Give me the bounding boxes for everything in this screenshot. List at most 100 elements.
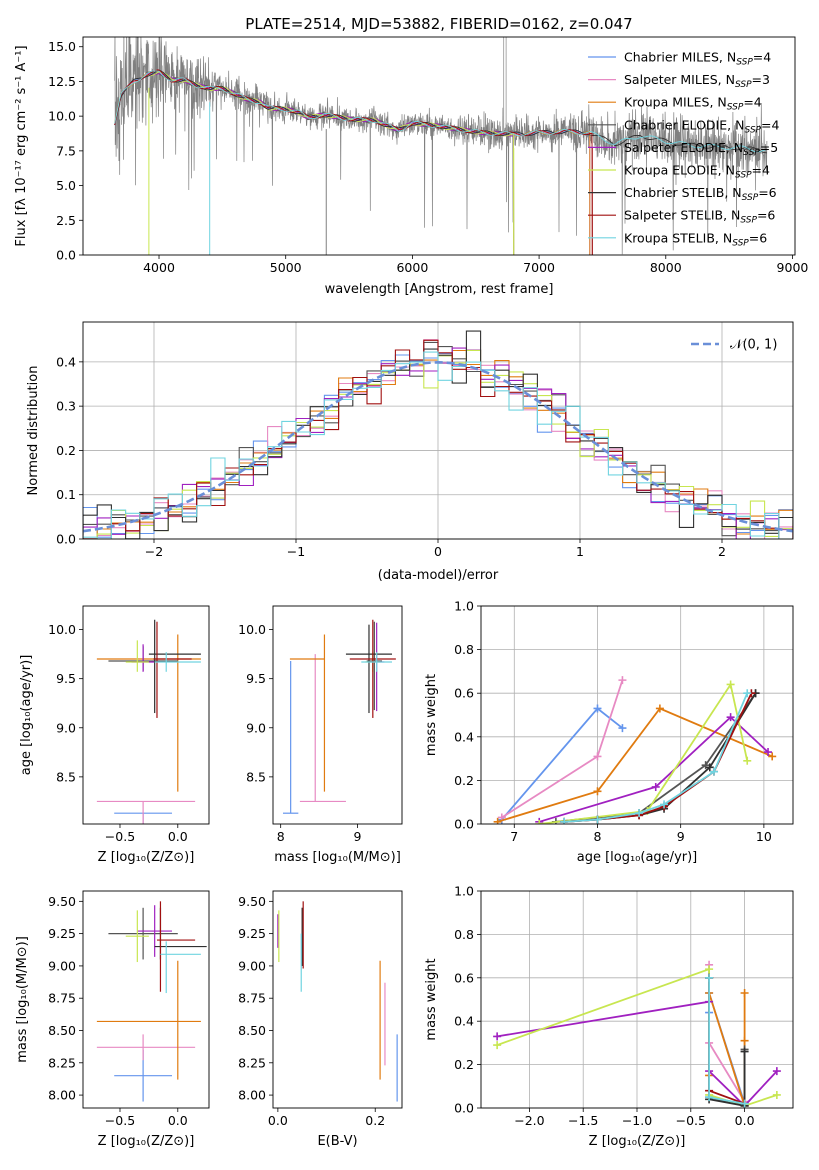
marker-plus bbox=[593, 704, 602, 713]
marker-plus bbox=[768, 752, 777, 761]
errorbar-kroupa-stelib bbox=[154, 652, 201, 672]
tick-label-y: 0.1 bbox=[56, 487, 76, 502]
tick-label-x: 9 bbox=[677, 829, 685, 844]
tick-label-y: 9.50 bbox=[238, 894, 266, 909]
plot-frame bbox=[82, 321, 794, 540]
marker-plus bbox=[743, 756, 752, 765]
marker-plus bbox=[726, 713, 735, 722]
tick-label-y: 9.00 bbox=[48, 958, 76, 973]
series-kroupa-miles bbox=[497, 707, 773, 823]
tick-label-y: 0.4 bbox=[454, 1014, 474, 1029]
x-axis-label: age [log₁₀(age/yr)] bbox=[577, 850, 698, 865]
tick-label-y: 7.5 bbox=[56, 143, 76, 158]
tick-label-x: 7 bbox=[510, 829, 518, 844]
tick-label-y: 0.2 bbox=[454, 1057, 474, 1072]
legend-entry: Salpeter MILES, NSSP=3 bbox=[624, 72, 770, 90]
marker-plus bbox=[560, 817, 569, 824]
plot-content bbox=[96, 901, 207, 1102]
marker-plus bbox=[705, 973, 714, 982]
plot-age-vs-mass: 8 9 8.5 9.0 9.5 10.0 mass [log₁₀(M/M⊙)] bbox=[238, 605, 403, 865]
marker-plus bbox=[493, 1041, 502, 1050]
x-axis-label: Z [log₁₀(Z/Z⊙)] bbox=[589, 1134, 686, 1149]
tick-label-y: 8.00 bbox=[48, 1088, 76, 1103]
tick-label-x: 0.0 bbox=[168, 1113, 188, 1128]
plot-content bbox=[493, 960, 781, 1108]
series-salpeter-elodie bbox=[538, 715, 769, 823]
legend-entry: Chabrier ELODIE, NSSP=4 bbox=[624, 117, 779, 135]
plot-frame bbox=[82, 36, 796, 256]
legend-entry: Salpeter STELIB, NSSP=6 bbox=[624, 208, 775, 226]
tick-label-x: 9 bbox=[353, 829, 361, 844]
errorbar-chabrier-stelib bbox=[345, 624, 393, 714]
tick-label-y: 5.0 bbox=[56, 178, 76, 193]
tick-label-y: 10.0 bbox=[238, 622, 266, 637]
y-axis-label: Flux [fλ 10⁻¹⁷ erg cm⁻² s⁻¹ A⁻¹] bbox=[14, 45, 29, 246]
tick-label-x: 8 bbox=[594, 829, 602, 844]
marker-plus bbox=[743, 689, 752, 698]
legend-entry: Kroupa STELIB, NSSP=6 bbox=[624, 230, 767, 248]
errorbar-salpeter-stelib bbox=[349, 619, 396, 718]
tick-label-x: −0.5 bbox=[676, 1113, 706, 1128]
tick-label-y: 9.50 bbox=[48, 894, 76, 909]
plot-mass-vs-ebv: 0.0 0.2 8.00 8.25 8.50 8.75 9.00 9.25 9.50 E(B-V) bbox=[238, 890, 403, 1149]
marker-plus bbox=[701, 761, 710, 770]
plot-frame bbox=[82, 890, 210, 1109]
tick-label-x: 0.2 bbox=[365, 1113, 385, 1128]
y-axis-label: age [log₁₀(age/yr)] bbox=[19, 655, 34, 776]
tick-label-y: 8.75 bbox=[48, 991, 76, 1006]
tick-label-y: 0.2 bbox=[454, 773, 474, 788]
y-axis-label: mass weight bbox=[424, 958, 439, 1040]
plot-background bbox=[481, 606, 793, 824]
tick-label-x: 0 bbox=[434, 544, 442, 559]
tick-label-y: 9.25 bbox=[48, 926, 76, 941]
tick-label-y: 0.3 bbox=[56, 399, 76, 414]
tick-label-x: 5000 bbox=[270, 260, 302, 275]
tick-label-x: −0.5 bbox=[105, 1113, 135, 1128]
tick-label-x: 8000 bbox=[650, 260, 682, 275]
errorbar-kroupa-miles bbox=[96, 960, 201, 1080]
tick-label-x: 0.0 bbox=[735, 1113, 755, 1128]
tick-label-y: 9.5 bbox=[246, 671, 266, 686]
errorbar-kroupa-stelib bbox=[361, 652, 393, 672]
tick-label-y: 0.0 bbox=[56, 532, 76, 547]
plot-frame bbox=[480, 890, 794, 1109]
legend: 𝒩(0, 1) bbox=[691, 338, 777, 353]
y-axis-label: mass weight bbox=[424, 674, 439, 756]
tick-label-y: 8.25 bbox=[48, 1055, 76, 1070]
marker-plus bbox=[660, 800, 669, 809]
tick-label-y: 9.0 bbox=[246, 720, 266, 735]
tick-label-y: 0.0 bbox=[454, 817, 474, 832]
plot-residuals: −2 −1 0 1 2 0.0 0.1 0.2 0.3 0.4 (data-model)/error… bbox=[26, 321, 794, 583]
tick-label-y: 9.5 bbox=[56, 671, 76, 686]
tick-label-x: −1 bbox=[287, 544, 305, 559]
model-line-kroupa-stelib bbox=[114, 70, 768, 153]
legend-entry: Chabrier STELIB, NSSP=6 bbox=[624, 185, 777, 203]
errorbar-salpeter-miles bbox=[96, 1034, 196, 1061]
plot-content bbox=[493, 676, 777, 824]
tick-label-x: −2 bbox=[145, 544, 163, 559]
tick-label-y: 8.5 bbox=[246, 769, 266, 784]
marker-plus bbox=[593, 752, 602, 761]
legend-entry: Kroupa MILES, NSSP=4 bbox=[624, 95, 762, 113]
marker-plus bbox=[764, 748, 773, 757]
tick-label-y: 0.2 bbox=[56, 443, 76, 458]
legend-entry: Salpeter ELODIE, NSSP=5 bbox=[624, 140, 778, 158]
plot-content bbox=[96, 619, 201, 824]
marker-plus bbox=[705, 1093, 714, 1102]
tick-label-y: 9.0 bbox=[56, 720, 76, 735]
tick-label-x: 0.0 bbox=[168, 829, 188, 844]
errorbar-kroupa-elodie bbox=[125, 640, 149, 672]
tick-label-x: −1.5 bbox=[568, 1113, 598, 1128]
tick-label-y: 0.6 bbox=[454, 686, 474, 701]
tick-label-y: 12.5 bbox=[48, 74, 76, 89]
tick-label-y: 0.0 bbox=[56, 248, 76, 263]
tick-label-y: 0.6 bbox=[454, 970, 474, 985]
series-kroupa-elodie bbox=[539, 682, 749, 824]
tick-label-y: 8.50 bbox=[48, 1023, 76, 1038]
marker-plus bbox=[635, 809, 644, 818]
tick-label-y: 8.50 bbox=[238, 1023, 266, 1038]
series-kroupa-stelib bbox=[564, 692, 749, 823]
tick-label-y: 0.0 bbox=[454, 1101, 474, 1116]
plot-frame bbox=[82, 605, 210, 825]
